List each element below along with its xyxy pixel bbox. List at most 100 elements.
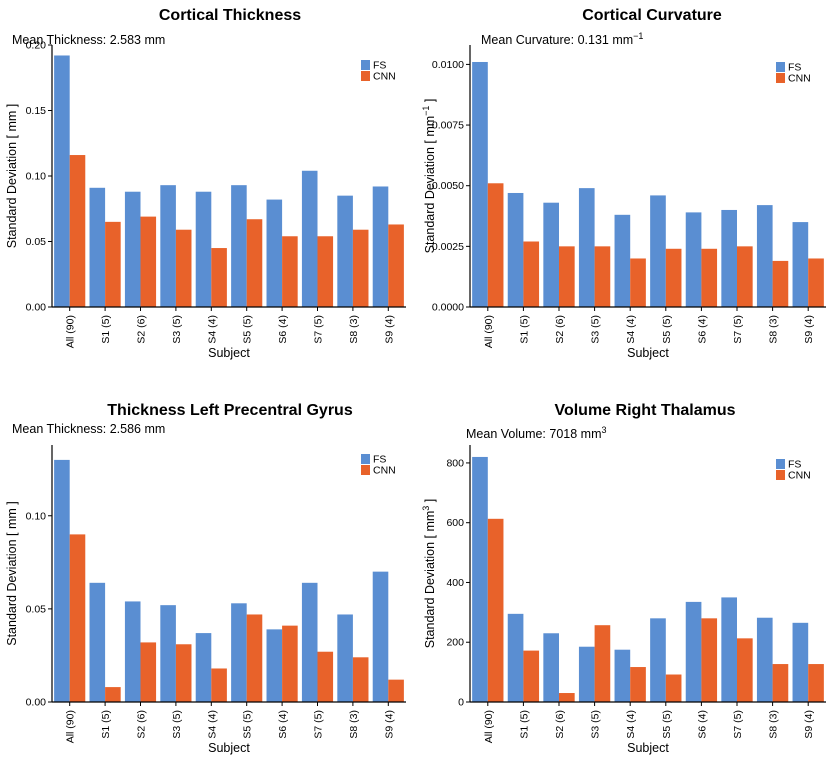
chart-subtitle: Mean Thickness: 2.586 mm xyxy=(12,422,165,436)
bar-cnn-9 xyxy=(352,229,369,307)
bar-fs-9 xyxy=(756,205,773,307)
chart-title: Thickness Left Precentral Gyrus xyxy=(107,402,353,419)
bar-fs-7 xyxy=(266,199,283,307)
bar-cnn-9 xyxy=(772,664,789,702)
x-tick-label: S2 (6) xyxy=(554,710,566,739)
x-tick-label: S9 (4) xyxy=(803,710,815,739)
bar-cnn-4 xyxy=(594,246,611,307)
bar-fs-1 xyxy=(472,61,488,308)
bar-fs-8 xyxy=(721,209,737,307)
bar-cnn-7 xyxy=(701,248,718,307)
bar-cnn-10 xyxy=(388,679,404,702)
bar-fs-5 xyxy=(195,191,212,307)
bar-fs-3 xyxy=(124,191,141,307)
x-tick-label: S2 (6) xyxy=(136,315,148,344)
x-tick-label: S4 (4) xyxy=(206,315,218,344)
x-tick-label: S3 (5) xyxy=(590,315,602,344)
y-tick-label: 0.20 xyxy=(26,40,47,52)
x-tick-label: S2 (6) xyxy=(554,315,566,344)
y-tick-label: 200 xyxy=(446,637,464,649)
bar-cnn-6 xyxy=(246,219,263,307)
chart-panel-3: Thickness Left Precentral Gyrus Mean Thic… xyxy=(5,402,406,755)
y-tick-label: 800 xyxy=(446,457,464,469)
x-axis-label: Subject xyxy=(208,346,250,360)
bar-fs-5 xyxy=(614,214,631,307)
x-axis-label: Subject xyxy=(627,741,669,755)
legend-label-fs: FS xyxy=(373,60,386,72)
x-tick-label: S8 (3) xyxy=(348,315,360,344)
bar-cnn-3 xyxy=(559,693,575,702)
bar-cnn-8 xyxy=(317,236,334,307)
y-axis-label: Standard Deviation [ mm−1 ] xyxy=(421,99,437,254)
bar-cnn-6 xyxy=(246,614,263,702)
x-tick-label: All (90) xyxy=(65,315,77,348)
x-tick-label: S7 (5) xyxy=(732,710,744,739)
bar-cnn-5 xyxy=(630,258,646,307)
x-tick-label: S9 (4) xyxy=(803,315,815,344)
chart-panel-4: Volume Right Thalamus Mean Volume: 7018 m… xyxy=(421,402,826,755)
x-tick-label: S5 (5) xyxy=(661,315,673,344)
bar-cnn-1 xyxy=(487,518,504,702)
bar-fs-10 xyxy=(792,622,809,702)
x-tick-label: S7 (5) xyxy=(313,710,325,739)
bar-fs-6 xyxy=(650,195,666,307)
x-tick-label: S6 (4) xyxy=(696,710,708,739)
bar-fs-7 xyxy=(685,212,702,307)
x-tick-label: All (90) xyxy=(65,710,77,743)
x-tick-label: S7 (5) xyxy=(313,315,325,344)
y-tick-label: 0.10 xyxy=(26,510,47,522)
bar-fs-2 xyxy=(89,582,106,702)
bar-cnn-3 xyxy=(140,216,157,307)
bar-fs-5 xyxy=(195,633,212,702)
x-tick-label: S9 (4) xyxy=(383,710,395,739)
chart-subtitle: Mean Thickness: 2.583 mm xyxy=(12,33,165,47)
y-tick-label: 0.0000 xyxy=(432,302,464,314)
x-tick-label: S7 (5) xyxy=(732,315,744,344)
legend-swatch-fs xyxy=(776,62,785,72)
x-tick-label: S3 (5) xyxy=(171,710,183,739)
bar-fs-2 xyxy=(507,613,524,702)
bar-cnn-1 xyxy=(69,155,86,307)
chart-title: Volume Right Thalamus xyxy=(554,402,735,419)
y-tick-label: 0.05 xyxy=(26,236,47,248)
y-tick-label: 0.0100 xyxy=(432,59,464,71)
y-tick-label: 600 xyxy=(446,517,464,529)
legend-swatch-fs xyxy=(776,459,785,469)
x-tick-label: S1 (5) xyxy=(100,710,112,739)
x-tick-label: S1 (5) xyxy=(100,315,112,344)
legend-label-cnn: CNN xyxy=(788,470,811,482)
y-axis-label: Standard Deviation [ mm ] xyxy=(5,501,19,646)
bar-fs-8 xyxy=(301,170,318,307)
legend-swatch-fs xyxy=(361,454,370,464)
y-tick-label: 400 xyxy=(446,577,464,589)
bar-cnn-7 xyxy=(701,618,718,702)
chart-subtitle: Mean Curvature: 0.131 mm−1 xyxy=(481,31,643,47)
chart-subtitle: Mean Volume: 7018 mm3 xyxy=(466,425,607,441)
legend-label-fs: FS xyxy=(788,459,801,471)
x-tick-label: S6 (4) xyxy=(277,710,289,739)
y-tick-label: 0.15 xyxy=(26,105,47,117)
x-tick-label: S6 (4) xyxy=(277,315,289,344)
bar-cnn-3 xyxy=(559,246,575,307)
bar-fs-4 xyxy=(160,185,176,307)
chart-panel-2: Cortical Curvature Mean Curvature: 0.131 … xyxy=(421,7,826,360)
legend-swatch-cnn xyxy=(361,71,370,81)
bar-fs-9 xyxy=(337,614,353,702)
x-tick-label: S1 (5) xyxy=(518,710,530,739)
bar-cnn-6 xyxy=(665,674,682,702)
x-tick-label: S4 (4) xyxy=(206,710,218,739)
bar-fs-5 xyxy=(614,649,631,702)
x-tick-label: S4 (4) xyxy=(625,710,637,739)
legend-label-cnn: CNN xyxy=(373,465,396,477)
bar-cnn-8 xyxy=(317,651,334,702)
bar-cnn-9 xyxy=(772,260,789,307)
bar-fs-10 xyxy=(372,571,389,702)
legend-swatch-cnn xyxy=(361,465,370,475)
bar-cnn-1 xyxy=(69,534,86,702)
chart-panel-1: Cortical Thickness Mean Thickness: 2.583 … xyxy=(5,7,406,360)
bar-fs-10 xyxy=(372,186,389,307)
bar-cnn-4 xyxy=(594,625,611,702)
bar-cnn-1 xyxy=(487,183,504,307)
x-tick-label: All (90) xyxy=(483,710,495,743)
